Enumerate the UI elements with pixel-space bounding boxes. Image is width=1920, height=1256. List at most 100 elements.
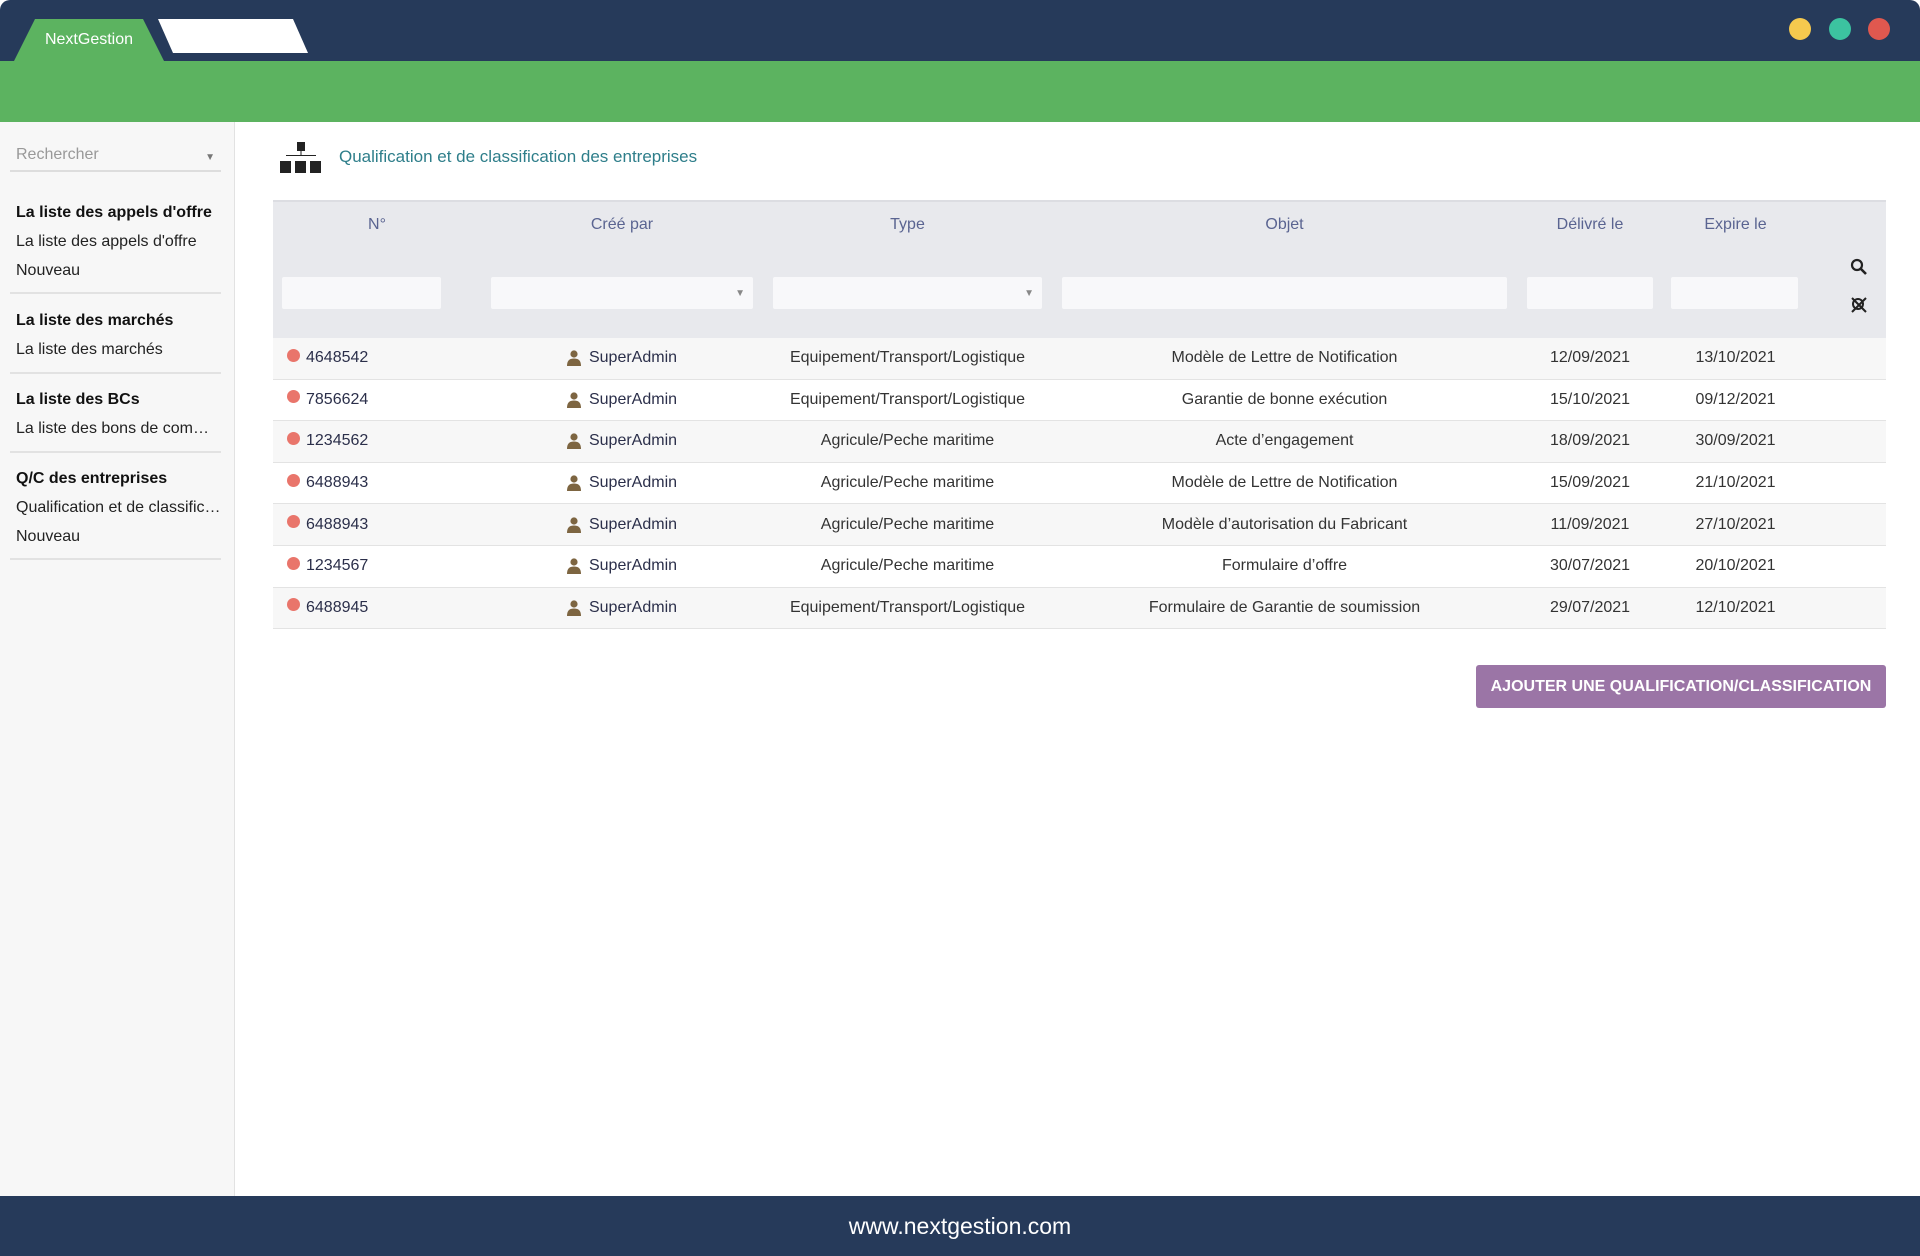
minimize-button[interactable] [1789, 18, 1811, 40]
user-name: SuperAdmin [588, 598, 678, 616]
cell-num[interactable]: 6488943 [273, 515, 481, 534]
cell-type: Equipement/Transport/Logistique [789, 598, 1026, 616]
sidebar-item[interactable]: Nouveau [16, 262, 81, 279]
clear-search-icon[interactable] [1850, 296, 1868, 314]
cell-num[interactable]: 7856624 [273, 390, 481, 409]
user-icon [566, 475, 581, 492]
cell-type: Equipement/Transport/Logistique [789, 349, 1026, 367]
table-row[interactable]: 6488943 SuperAdmin Agricule/Peche mariti… [273, 504, 1886, 546]
table-row[interactable]: 1234567 SuperAdmin Agricule/Peche mariti… [273, 546, 1886, 588]
cell-num[interactable]: 6488943 [273, 473, 481, 492]
chevron-down-icon: ▼ [735, 288, 745, 299]
table-row[interactable]: 6488945 SuperAdmin Equipement/Transport/… [273, 587, 1886, 630]
cell-objet: Acte d’engagement [1215, 432, 1354, 450]
cell-num[interactable]: 1234567 [273, 556, 481, 575]
sidebar-item[interactable]: Qualification et de classification des e… [16, 499, 221, 516]
num-text: 1234567 [306, 557, 369, 575]
chevron-down-icon: ▼ [1024, 288, 1034, 299]
maximize-button[interactable] [1829, 18, 1851, 40]
user-name: SuperAdmin [588, 557, 678, 575]
sidebar-heading: La liste des appels d'offre [16, 204, 212, 221]
table-row[interactable]: 6488943 SuperAdmin Agricule/Peche mariti… [273, 463, 1886, 505]
column-header-cree-par[interactable]: Créé par [590, 216, 654, 233]
cell-type: Agricule/Peche maritime [820, 474, 995, 492]
status-icon [287, 431, 300, 445]
filter-type-select[interactable]: ▼ [773, 277, 1042, 309]
cell-expire: 13/10/2021 [1695, 349, 1776, 367]
cell-cree-par: SuperAdmin [481, 474, 763, 492]
cell-cree-par: SuperAdmin [481, 599, 763, 617]
status-icon [287, 556, 300, 570]
cell-delivre: 15/09/2021 [1549, 474, 1631, 492]
filter-delivre-input[interactable] [1527, 277, 1653, 309]
nav-item[interactable] [748, 147, 855, 161]
cell-num[interactable]: 1234562 [273, 431, 481, 450]
user-name: SuperAdmin [588, 349, 678, 367]
column-header-type[interactable]: Type [890, 216, 925, 233]
cell-expire: 21/10/2021 [1695, 474, 1776, 492]
cell-delivre: 11/09/2021 [1550, 515, 1630, 533]
footer-url[interactable]: www.nextgestion.com [848, 1212, 1072, 1239]
table-row[interactable]: 7856624 SuperAdmin Equipement/Transport/… [273, 380, 1886, 422]
user-name: SuperAdmin [588, 515, 678, 533]
num-text: 6488945 [306, 598, 369, 616]
sidebar: Rechercher ▼ La liste des appels d'offre… [0, 122, 235, 1196]
cell-objet: Modèle de Lettre de Notification [1171, 349, 1398, 367]
cell-expire: 30/09/2021 [1695, 432, 1776, 450]
user-name: SuperAdmin [588, 390, 678, 408]
sidebar-group-bcs: La liste des BCs La liste des bons de co… [10, 385, 221, 453]
sidebar-group-marches: La liste des marchés La liste des marché… [10, 306, 221, 374]
nav-item[interactable] [326, 147, 433, 161]
table-row[interactable]: 1234562 SuperAdmin Agricule/Peche mariti… [273, 421, 1886, 463]
sidebar-item[interactable]: La liste des bons de commande [16, 420, 221, 437]
cell-delivre: 18/09/2021 [1549, 432, 1631, 450]
nav-bar [0, 61, 1920, 161]
num-text: 6488943 [306, 515, 369, 533]
nav-item[interactable] [608, 147, 715, 161]
user-name: SuperAdmin [588, 474, 678, 492]
search-icon[interactable] [1850, 258, 1868, 276]
sidebar-heading: La liste des marchés [16, 312, 174, 329]
chevron-down-icon: ▼ [205, 152, 215, 163]
status-icon [287, 598, 300, 612]
add-qualification-button[interactable]: AJOUTER UNE QUALIFICATION/CLASSIFICATION [1476, 665, 1886, 708]
column-header-objet[interactable]: Objet [1265, 216, 1304, 233]
sidebar-item[interactable]: La liste des marchés [16, 341, 163, 358]
table-header: N° Créé par Type Objet Délivré le Expire… [273, 200, 1886, 338]
cell-type: Equipement/Transport/Logistique [789, 390, 1026, 408]
num-text: 6488943 [306, 474, 369, 492]
cell-cree-par: SuperAdmin [481, 557, 763, 575]
sidebar-group-appels: La liste des appels d'offre La liste des… [10, 198, 221, 294]
filter-objet-input[interactable] [1062, 277, 1507, 309]
sidebar-heading: La liste des BCs [16, 391, 140, 408]
tab-label: NextGestion [44, 31, 134, 48]
cell-delivre: 15/10/2021 [1549, 390, 1631, 408]
cell-expire: 09/12/2021 [1695, 390, 1776, 408]
search-placeholder: Rechercher [16, 146, 99, 163]
tab-nextgestion[interactable]: NextGestion [14, 19, 164, 61]
close-button[interactable] [1868, 18, 1890, 40]
sidebar-item[interactable]: Nouveau [16, 528, 81, 545]
sidebar-item[interactable]: La liste des appels d'offre [16, 233, 197, 250]
cell-num[interactable]: 6488945 [273, 598, 481, 617]
column-header-expire[interactable]: Expire le [1704, 216, 1767, 233]
tab-blank[interactable] [158, 19, 308, 53]
filter-expire-input[interactable] [1671, 277, 1798, 309]
user-icon [566, 600, 581, 616]
column-header-delivre[interactable]: Délivré le [1556, 216, 1624, 233]
cell-objet: Formulaire de Garantie de soumission [1148, 598, 1421, 616]
column-header-num[interactable]: N° [368, 216, 386, 233]
search-select[interactable]: Rechercher ▼ [10, 142, 221, 172]
cell-delivre: 12/09/2021 [1549, 349, 1631, 367]
table-row[interactable]: 4648542 SuperAdmin Equipement/Transport/… [273, 338, 1886, 380]
nav-item[interactable] [467, 147, 574, 161]
filter-num-input[interactable] [282, 277, 441, 309]
nav-item[interactable] [888, 147, 995, 161]
user-icon [566, 558, 581, 575]
cell-num[interactable]: 4648542 [273, 348, 481, 367]
cell-cree-par: SuperAdmin [481, 349, 763, 367]
filter-cree-par-select[interactable]: ▼ [491, 277, 753, 309]
user-icon [566, 350, 581, 367]
cell-objet: Formulaire d’offre [1221, 557, 1348, 575]
num-text: 4648542 [306, 349, 369, 367]
